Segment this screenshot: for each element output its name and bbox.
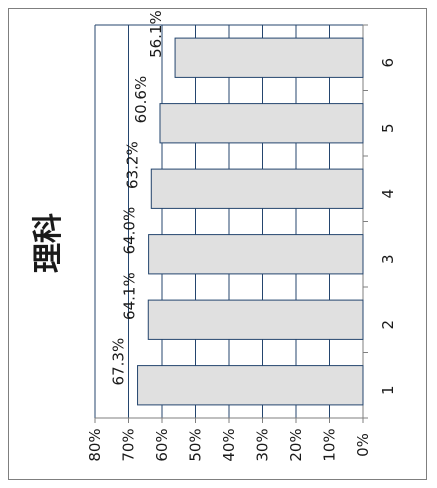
- category-label: 6: [379, 58, 397, 68]
- chart-frame: [8, 8, 427, 480]
- data-label: 63.2%: [123, 141, 141, 189]
- data-label: 64.1%: [120, 272, 138, 320]
- bar: [148, 234, 364, 275]
- category-label: 3: [379, 254, 397, 264]
- value-tick-label: 80%: [86, 428, 104, 461]
- bar: [147, 299, 364, 340]
- value-tick-label: 0%: [354, 433, 372, 457]
- data-label: 56.1%: [147, 10, 165, 58]
- data-label: 60.6%: [132, 76, 150, 124]
- bar: [159, 103, 364, 144]
- value-tick-label: 40%: [220, 428, 238, 461]
- value-tick-label: 20%: [287, 428, 305, 461]
- category-label: 1: [379, 385, 397, 395]
- chart-title: 理科: [31, 213, 66, 273]
- value-tick-label: 70%: [120, 428, 138, 461]
- bar: [137, 365, 364, 406]
- category-label: 5: [379, 123, 397, 133]
- value-tick-label: 10%: [321, 428, 339, 461]
- value-tick-label: 60%: [153, 428, 171, 461]
- value-tick-label: 50%: [187, 428, 205, 461]
- bar: [174, 37, 364, 78]
- value-tick-label: 30%: [254, 428, 272, 461]
- bar: [150, 168, 364, 209]
- category-label: 4: [379, 189, 397, 199]
- data-label: 64.0%: [121, 207, 139, 255]
- data-label: 67.3%: [110, 338, 128, 386]
- category-label: 2: [379, 320, 397, 330]
